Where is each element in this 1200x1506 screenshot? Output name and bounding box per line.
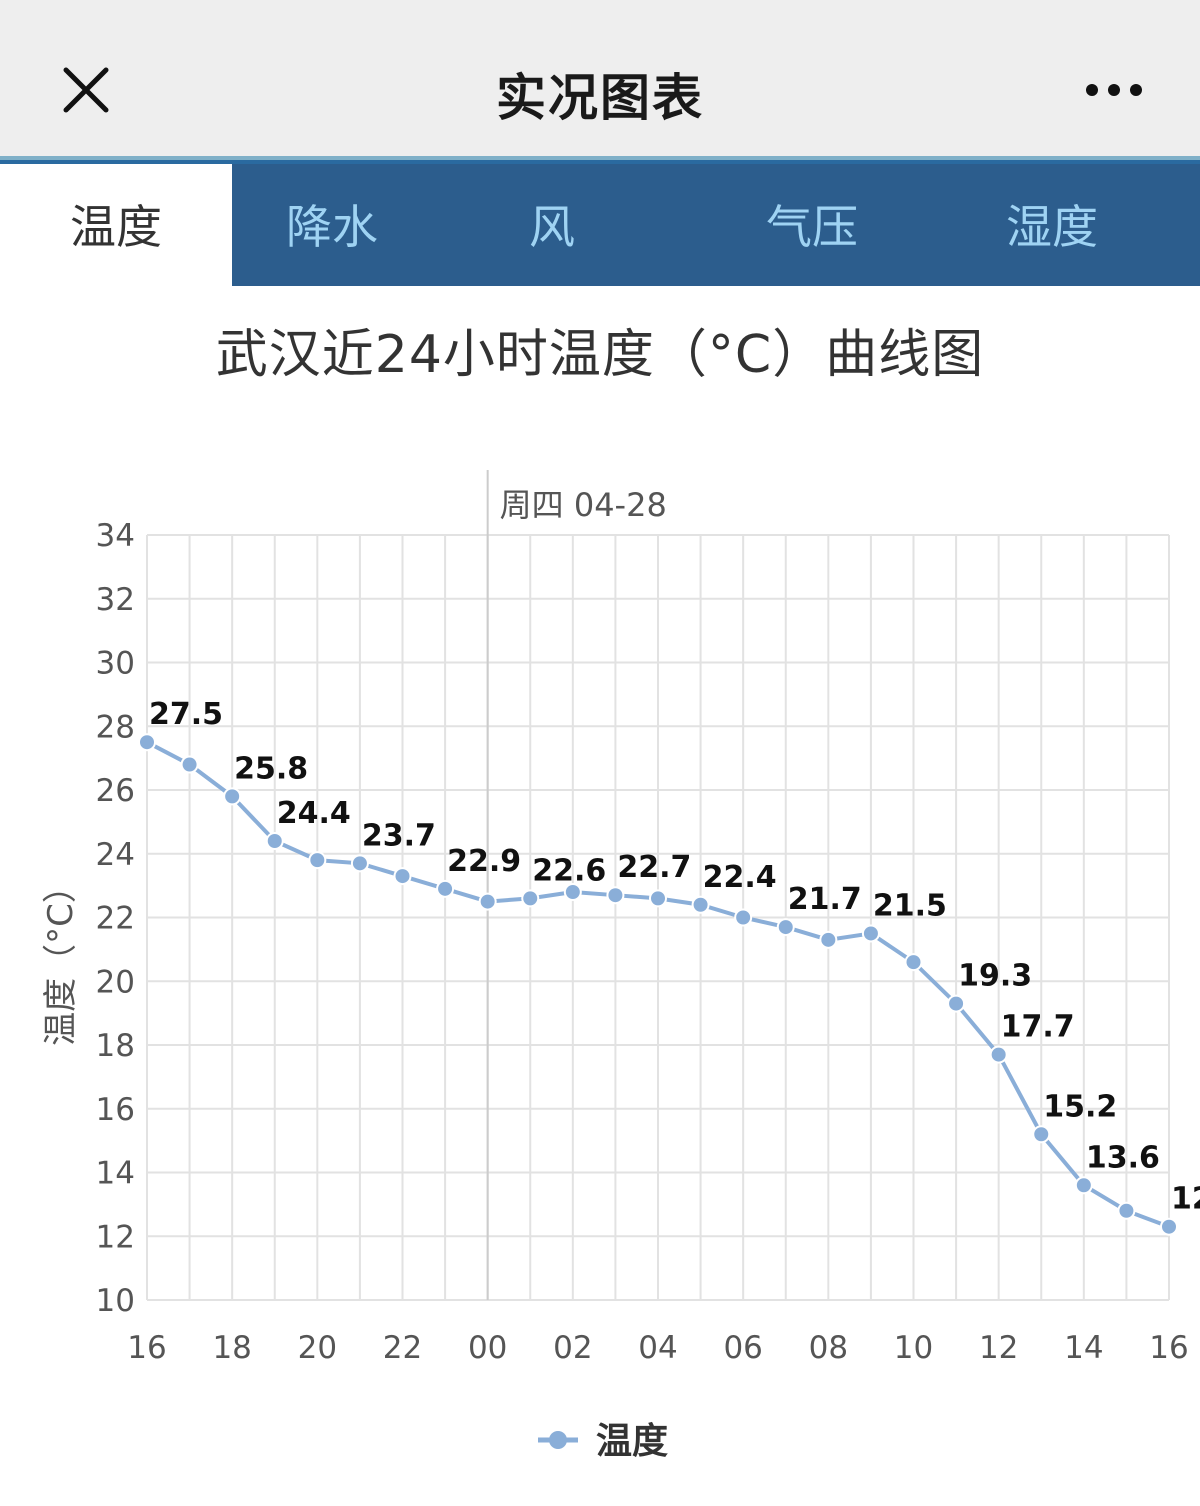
- chart-axes: 10 12 14 16 18 20 22 24 26 28 30 32 34 16 18 20 22 00 02 04…: [41, 518, 1189, 1366]
- more-icon[interactable]: [1084, 80, 1144, 100]
- data-point: [819, 930, 838, 949]
- data-label: 22.9: [447, 844, 521, 879]
- day-band: 周四 04-28: [486, 470, 667, 1300]
- data-point: [861, 924, 880, 943]
- chart-legend: 温度: [538, 1421, 668, 1462]
- data-point: [393, 867, 412, 886]
- tab-humidity[interactable]: 湿度: [1006, 200, 1098, 254]
- data-point: [1032, 1125, 1051, 1144]
- data-label: 22.4: [703, 860, 777, 895]
- x-tick-label: 04: [638, 1330, 677, 1366]
- data-point: [436, 879, 455, 898]
- data-label: 13.6: [1086, 1140, 1160, 1175]
- y-tick-label: 26: [96, 773, 135, 809]
- data-label: 19.3: [958, 959, 1032, 994]
- data-point: [223, 787, 242, 806]
- data-label: 17.7: [1001, 1010, 1075, 1045]
- data-label: 24.4: [277, 796, 351, 831]
- data-label: 22.6: [532, 853, 606, 888]
- y-tick-label: 20: [96, 964, 135, 1000]
- y-tick-label: 22: [96, 901, 135, 937]
- data-point: [606, 886, 625, 905]
- y-tick-label: 32: [96, 582, 135, 618]
- y-tick-label: 34: [96, 518, 135, 554]
- data-point: [138, 733, 156, 752]
- data-point: [478, 892, 497, 911]
- x-tick-label: 16: [127, 1330, 166, 1366]
- tab-precipitation[interactable]: 降水: [286, 200, 378, 254]
- x-tick-label: 12: [979, 1330, 1018, 1366]
- chart-data-labels: 27.5 25.8 24.4 23.7 22.9 22.6 22.7 22.4 21.7 21.5…: [149, 697, 1200, 1217]
- y-tick-label: 14: [96, 1156, 135, 1192]
- data-point: [180, 755, 199, 774]
- data-point: [691, 895, 710, 914]
- y-tick-label: 28: [96, 709, 135, 745]
- data-label: 12.3: [1171, 1182, 1200, 1217]
- x-tick-label: 22: [383, 1330, 422, 1366]
- tab-bar: 温度 降水 风 气压 湿度: [0, 160, 1200, 286]
- data-point: [989, 1045, 1008, 1064]
- top-bar: 实况图表: [0, 0, 1200, 156]
- legend-label: 温度: [596, 1421, 668, 1462]
- y-axis-title: 温度（°C）: [41, 869, 81, 1046]
- data-label: 21.5: [873, 888, 947, 923]
- x-tick-label: 02: [553, 1330, 592, 1366]
- y-tick-label: 10: [96, 1283, 135, 1319]
- x-tick-label: 16: [1149, 1330, 1188, 1366]
- data-point: [265, 832, 284, 850]
- day-band-label: 周四 04-28: [500, 486, 667, 524]
- data-label: 23.7: [362, 818, 436, 853]
- data-label: 25.8: [234, 751, 308, 786]
- y-tick-label: 18: [96, 1028, 135, 1064]
- y-tick-label: 30: [96, 646, 135, 682]
- tab-temperature[interactable]: 温度: [0, 164, 232, 286]
- data-point: [649, 889, 667, 908]
- data-label: 27.5: [149, 697, 223, 732]
- data-point: [904, 953, 923, 972]
- chart-title: 武汉近24小时温度（°C）曲线图: [215, 325, 985, 385]
- page-title: 实况图表: [496, 69, 704, 127]
- data-point: [521, 889, 540, 908]
- legend-marker: [549, 1431, 567, 1449]
- data-point: [1117, 1201, 1136, 1220]
- data-point: [563, 883, 582, 901]
- chart-series: [138, 733, 1178, 1236]
- y-tick-label: 16: [96, 1092, 135, 1128]
- x-tick-label: 08: [809, 1330, 848, 1366]
- data-point: [308, 851, 327, 870]
- data-label: 15.2: [1043, 1089, 1117, 1124]
- x-tick-label: 00: [468, 1330, 507, 1366]
- x-tick-label: 06: [723, 1330, 762, 1366]
- y-tick-label: 24: [96, 837, 135, 873]
- data-point: [776, 918, 795, 937]
- data-point: [734, 908, 753, 927]
- chart-grid: [146, 534, 1170, 1301]
- accent-divider: [0, 156, 1200, 160]
- x-tick-label: 14: [1064, 1330, 1103, 1366]
- data-label: 21.7: [788, 882, 862, 917]
- data-point: [947, 994, 966, 1013]
- data-point: [350, 854, 369, 873]
- tab-wind[interactable]: 风: [529, 200, 575, 254]
- close-icon[interactable]: [62, 66, 110, 114]
- x-tick-label: 10: [894, 1330, 933, 1366]
- y-tick-label: 12: [96, 1219, 135, 1255]
- data-point: [1074, 1176, 1093, 1195]
- temperature-chart: 周四 04-28 10 12 14 16 18 20 22 24 26 28 30 32 34 16 18 2…: [41, 470, 1200, 1462]
- tab-pressure[interactable]: 气压: [766, 200, 858, 254]
- data-label: 22.7: [617, 850, 691, 885]
- x-tick-label: 18: [212, 1330, 251, 1366]
- data-point: [1160, 1217, 1178, 1236]
- x-tick-label: 20: [298, 1330, 337, 1366]
